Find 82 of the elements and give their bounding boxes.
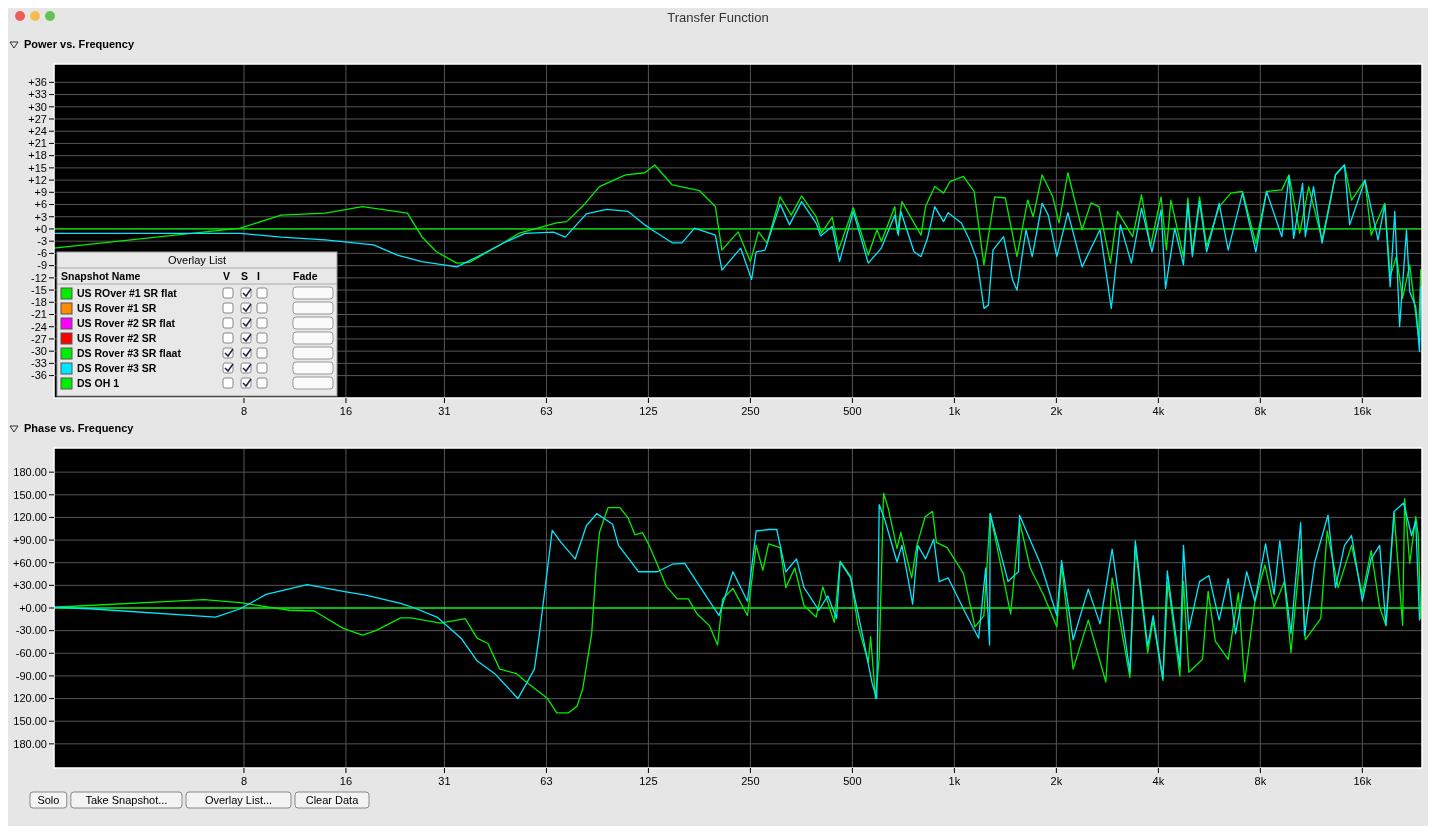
y-tick-label: +21 — [28, 137, 47, 150]
y-tick-label: +30.00 — [13, 579, 47, 592]
annotation: I — [257, 270, 260, 282]
y-tick-label: +24 — [28, 125, 47, 138]
chart-title: Phase vs. Frequency — [24, 422, 135, 434]
y-tick-label: +60.00 — [13, 556, 47, 569]
legend-label: US Rover #2 SR — [77, 332, 157, 344]
x-tick-label: 1k — [948, 775, 961, 787]
legend-label: DS OH 1 — [77, 377, 120, 389]
x-tick-label: 4k — [1152, 405, 1165, 417]
x-tick-label: 125 — [639, 775, 658, 787]
x-tick-label: 16 — [339, 775, 353, 787]
y-tick-label: 180.00 — [13, 466, 47, 478]
y-tick-label: -30.00 — [15, 624, 47, 637]
y-tick-label: +0.00 — [19, 601, 47, 614]
x-tick-label: 16k — [1353, 405, 1372, 417]
x-tick-label: 8k — [1254, 405, 1267, 417]
y-tick-label: 120.00 — [13, 692, 47, 705]
legend-title: Overlay List — [167, 254, 227, 266]
y-tick-label: -60.00 — [15, 647, 47, 660]
x-tick-label: 250 — [741, 405, 760, 417]
y-tick-label: +9 — [34, 186, 47, 199]
y-tick-label: +12 — [28, 173, 47, 186]
y-tick-label: -36 — [31, 369, 47, 382]
legend-label: US Rover #2 SR flat — [77, 317, 176, 329]
x-tick-label: 500 — [843, 405, 862, 417]
y-tick-label: -30 — [31, 345, 47, 358]
y-tick-label: +0 — [34, 222, 47, 235]
y-tick-label: -21 — [31, 308, 47, 321]
y-tick-label: -15 — [31, 283, 47, 296]
y-tick-label: -18 — [31, 296, 47, 309]
annotation: V — [223, 270, 231, 282]
y-tick-label: -6 — [37, 247, 47, 260]
y-tick-label: +27 — [28, 112, 47, 125]
y-tick-label: 180.00 — [13, 737, 47, 750]
y-tick-label: +15 — [28, 161, 47, 174]
x-tick-label: 63 — [540, 405, 553, 417]
annotation: S — [241, 270, 249, 282]
x-tick-label: 8 — [240, 405, 248, 417]
x-tick-label: 31 — [438, 405, 451, 417]
x-tick-label: 500 — [843, 775, 862, 787]
y-tick-label: +3 — [34, 210, 47, 223]
x-tick-label: 2k — [1050, 775, 1063, 787]
annotation: Fade — [293, 270, 318, 282]
legend-label: US Rover #1 SR — [77, 302, 157, 314]
legend-label: DS Rover #3 SR flaat — [77, 347, 182, 359]
x-tick-label: 8k — [1254, 775, 1267, 787]
x-tick-label: 250 — [741, 775, 760, 787]
legend-label: DS Rover #3 SR — [77, 362, 157, 374]
chart-title: Transfer Function — [667, 10, 769, 25]
x-tick-label: 63 — [540, 775, 553, 787]
y-tick-label: +36 — [28, 76, 47, 89]
x-tick-label: 16k — [1353, 775, 1372, 787]
y-tick-label: -12 — [31, 271, 47, 284]
y-tick-label: 150.00 — [13, 715, 47, 728]
y-tick-label: -9 — [37, 259, 47, 272]
x-tick-label: 16 — [339, 405, 353, 417]
y-tick-label: 120.00 — [13, 511, 47, 524]
y-tick-label: +18 — [28, 149, 47, 162]
x-tick-label: 2k — [1050, 405, 1063, 417]
annotation: Snapshot Name — [61, 270, 141, 282]
x-tick-label: 125 — [639, 405, 658, 417]
y-tick-label: +90.00 — [13, 533, 47, 546]
y-tick-label: -24 — [31, 320, 47, 333]
y-tick-label: -27 — [31, 332, 47, 345]
chart-subtitle: Power vs. Frequency — [24, 38, 135, 50]
legend-label: US ROver #1 SR flat — [77, 287, 178, 299]
y-tick-label: +30 — [28, 100, 47, 113]
text: Solo — [37, 794, 60, 806]
y-tick-label: -3 — [37, 235, 47, 248]
x-tick-label: 1k — [948, 405, 961, 417]
y-tick-label: +6 — [34, 198, 47, 211]
text: Overlay List... — [204, 794, 273, 806]
x-tick-label: 4k — [1152, 775, 1165, 787]
x-tick-label: 8 — [240, 775, 248, 787]
y-tick-label: -90.00 — [15, 669, 47, 682]
y-tick-label: -33 — [31, 357, 47, 370]
y-tick-label: 150.00 — [13, 488, 47, 501]
y-tick-label: +33 — [28, 88, 47, 101]
text: Clear Data — [305, 794, 360, 806]
x-tick-label: 31 — [438, 775, 451, 787]
text: Take Snapshot... — [85, 794, 168, 806]
